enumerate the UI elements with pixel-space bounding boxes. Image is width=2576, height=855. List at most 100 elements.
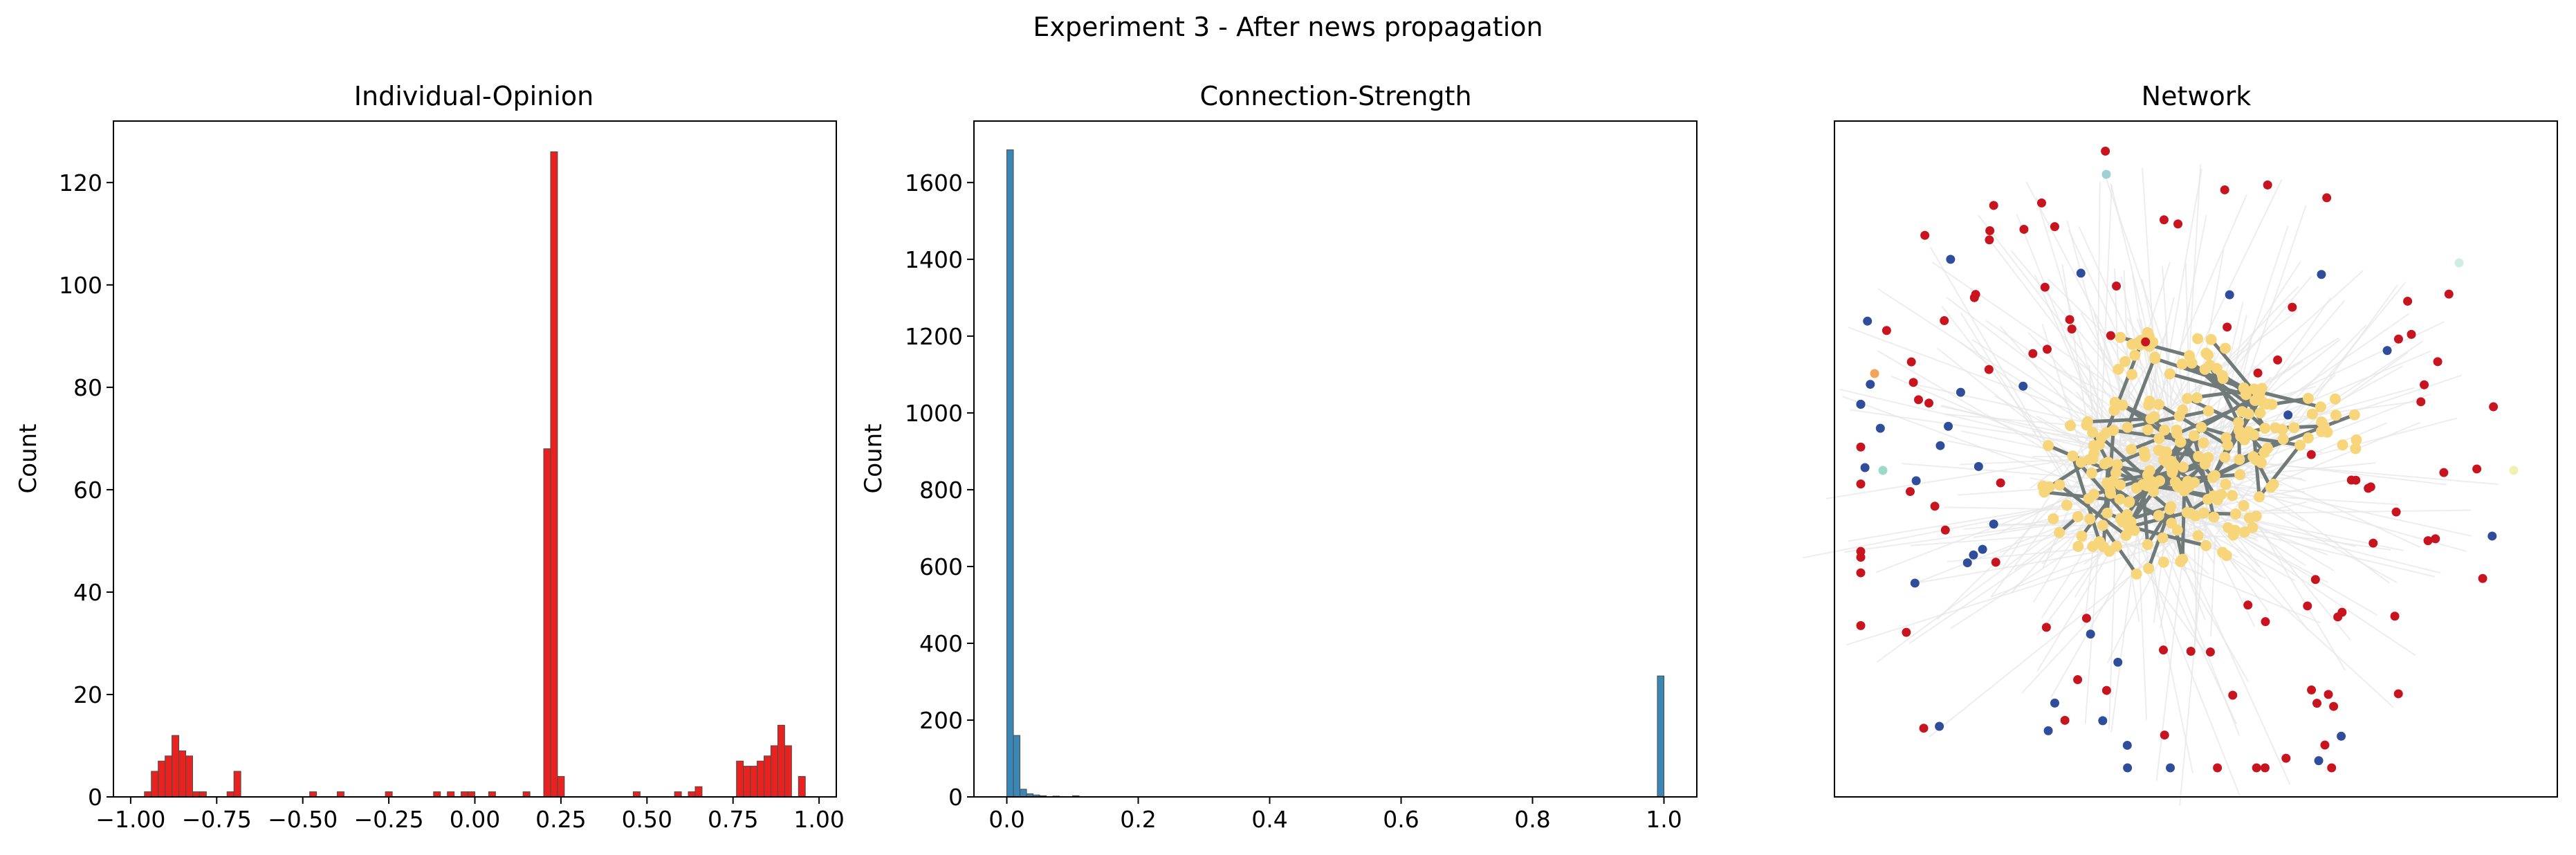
network-node (1991, 558, 2000, 567)
network-node (2220, 185, 2229, 194)
network-node (2159, 424, 2171, 436)
network-edge (2092, 310, 2299, 468)
strength-ytick-label: 0 (948, 784, 963, 811)
opinion-bars (144, 151, 806, 798)
network-node (2403, 296, 2413, 306)
network-node (2333, 612, 2343, 622)
opinion-xtick-label: −0.75 (182, 806, 252, 833)
network-edge (2120, 276, 2173, 507)
opinion-bar (550, 151, 558, 798)
network-node (2281, 753, 2291, 763)
opinion-histogram: Individual-Opinion −1.00 −0.75 −0.50 −0.25 0… (15, 81, 845, 833)
network-node (2039, 486, 2050, 498)
opinion-bar (309, 791, 318, 798)
network-node (2101, 507, 2113, 519)
network-node (2220, 342, 2232, 354)
opinion-xtick-label: −0.25 (354, 806, 424, 833)
network-node (2158, 556, 2169, 568)
opinion-bar (178, 750, 186, 798)
network-node (2157, 532, 2169, 544)
network-node (2101, 686, 2111, 695)
network-node (2238, 499, 2250, 511)
opinion-frame (113, 120, 837, 798)
network-node (2084, 513, 2096, 525)
opinion-bar (433, 791, 441, 798)
network-node (2238, 434, 2250, 445)
network-node (1944, 421, 1953, 431)
opinion-xtick-label: 0.00 (450, 806, 500, 833)
network-edge (2066, 220, 2131, 457)
network-node (2247, 451, 2259, 463)
network-node (2144, 396, 2155, 407)
network-node (2330, 410, 2342, 421)
network-edge (2190, 261, 2301, 431)
network-node (2478, 573, 2487, 583)
network-node (1946, 255, 1956, 264)
network-node (2302, 432, 2314, 444)
network-edge (2158, 403, 2229, 447)
opinion-ytick-label: 100 (59, 272, 102, 299)
network-node (2259, 422, 2271, 434)
strength-histogram: Connection-Strength 0.0 0.2 0.4 0.6 0.8 1.0 0 2… (860, 81, 1698, 833)
network-node (1908, 378, 1918, 387)
network-node (2098, 716, 2108, 726)
network-node (1902, 627, 1911, 637)
network-node (2087, 427, 2099, 439)
network-node (2109, 396, 2121, 408)
network-node (2243, 512, 2255, 524)
network-node (2113, 657, 2123, 667)
network-edge (2215, 284, 2398, 535)
network-node (2042, 344, 2052, 354)
network-node (2260, 763, 2270, 773)
network-node (2202, 405, 2214, 417)
network-node (2186, 647, 2196, 656)
network-node (2182, 481, 2194, 493)
network-node (2043, 726, 2053, 735)
opinion-bar (192, 791, 200, 798)
network-node (1978, 544, 1987, 554)
network-node (1856, 479, 1866, 489)
network-node (2208, 490, 2220, 502)
network-node (1930, 502, 1940, 511)
network-node (1924, 398, 1934, 408)
network-node (2142, 327, 2153, 338)
network-node (2489, 402, 2499, 412)
network-node (2050, 698, 2059, 708)
network-edge (2184, 421, 2420, 522)
opinion-bar (688, 791, 696, 798)
network-node (1870, 369, 1879, 378)
opinion-bar (784, 745, 792, 798)
network-node (2321, 426, 2333, 438)
network-node (2252, 763, 2261, 773)
network-node (2149, 478, 2160, 490)
opinion-bar (468, 791, 475, 798)
network-node (2317, 270, 2326, 279)
network-node (1860, 463, 1870, 472)
opinion-bar (226, 791, 234, 798)
strength-ytick-label: 1200 (905, 323, 963, 350)
network-node (2205, 647, 2215, 657)
network-node (2139, 450, 2151, 462)
strength-ytick-label: 800 (919, 477, 963, 504)
network-node (2097, 520, 2108, 531)
network-edge (2142, 537, 2194, 774)
network-node (2316, 416, 2328, 428)
strength-ytick-label: 200 (919, 707, 963, 734)
network-node (1989, 201, 1998, 210)
strength-xtick-label: 0.8 (1514, 806, 1550, 833)
network-node (2178, 461, 2189, 473)
network-node (1866, 380, 1875, 389)
opinion-xtick-label: 1.00 (793, 806, 844, 833)
network-node (2155, 445, 2167, 457)
network-edge (2180, 416, 2341, 458)
network-node (2348, 409, 2360, 421)
network-edge (2200, 477, 2467, 552)
network-edge (2111, 337, 2339, 477)
opinion-bar (199, 791, 207, 798)
network-node (2368, 538, 2378, 548)
opinion-ytick-label: 80 (73, 374, 102, 401)
network-node (2081, 614, 2091, 623)
network-node (2181, 506, 2193, 518)
network-node (2223, 522, 2234, 533)
network-node (2315, 401, 2326, 413)
